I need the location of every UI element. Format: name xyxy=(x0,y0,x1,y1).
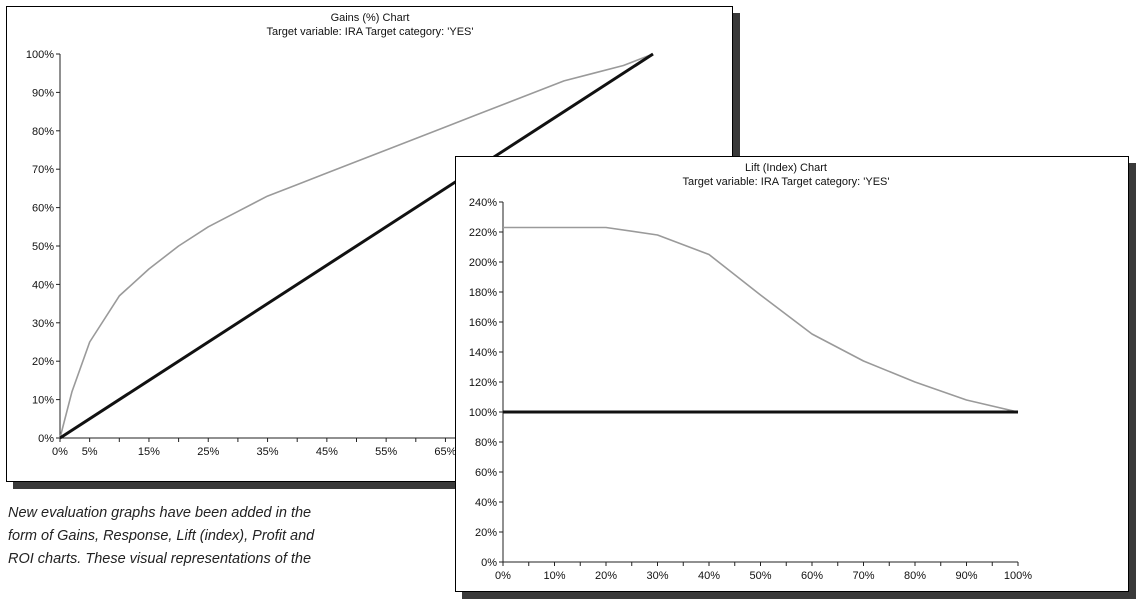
x-tick-label: 35% xyxy=(257,446,279,458)
y-tick-label: 80% xyxy=(32,126,54,138)
x-tick-label: 80% xyxy=(904,570,926,582)
x-tick-label: 55% xyxy=(375,446,397,458)
y-tick-label: 30% xyxy=(32,318,54,330)
x-tick-label: 70% xyxy=(852,570,874,582)
x-tick-label: 30% xyxy=(646,570,668,582)
chart-title: Gains (%) Chart xyxy=(331,12,410,24)
y-tick-label: 120% xyxy=(469,377,497,389)
y-tick-label: 20% xyxy=(475,527,497,539)
y-tick-label: 100% xyxy=(26,49,54,61)
x-tick-label: 0% xyxy=(495,570,511,582)
x-tick-label: 5% xyxy=(82,446,98,458)
x-tick-label: 25% xyxy=(197,446,219,458)
lift-chart: Lift (Index) Chart Target variable: IRA T… xyxy=(469,162,1032,582)
y-tick-label: 180% xyxy=(469,287,497,299)
y-tick-label: 100% xyxy=(469,407,497,419)
x-tick-label: 90% xyxy=(955,570,977,582)
y-tick-label: 0% xyxy=(481,557,497,569)
y-tick-label: 0% xyxy=(38,433,54,445)
y-tick-label: 60% xyxy=(32,203,54,215)
y-tick-label: 10% xyxy=(32,395,54,407)
y-tick-label: 240% xyxy=(469,197,497,209)
y-tick-label: 160% xyxy=(469,317,497,329)
x-tick-label: 45% xyxy=(316,446,338,458)
y-tick-label: 200% xyxy=(469,257,497,269)
baseline-series-line xyxy=(59,52,654,440)
x-tick-label: 10% xyxy=(543,570,565,582)
x-tick-label: 20% xyxy=(595,570,617,582)
caption-line: ROI charts. These visual representations… xyxy=(8,551,312,567)
model-series-line xyxy=(503,226,1019,413)
y-tick-label: 50% xyxy=(32,241,54,253)
caption-line: New evaluation graphs have been added in… xyxy=(8,505,312,521)
model-series-line xyxy=(59,53,654,439)
y-tick-label: 90% xyxy=(32,87,54,99)
chart-subtitle: Target variable: IRA Target category: 'Y… xyxy=(683,176,890,188)
x-tick-label: 40% xyxy=(698,570,720,582)
x-tick-label: 60% xyxy=(801,570,823,582)
chart-subtitle: Target variable: IRA Target category: 'Y… xyxy=(267,26,474,38)
x-tick-label: 0% xyxy=(52,446,68,458)
caption-line: form of Gains, Response, Lift (index), P… xyxy=(8,528,315,544)
x-tick-label: 50% xyxy=(749,570,771,582)
y-tick-label: 140% xyxy=(469,347,497,359)
y-tick-label: 220% xyxy=(469,227,497,239)
x-tick-label: 65% xyxy=(434,446,456,458)
y-tick-label: 20% xyxy=(32,356,54,368)
y-tick-label: 60% xyxy=(475,467,497,479)
y-tick-label: 40% xyxy=(32,279,54,291)
y-tick-label: 80% xyxy=(475,437,497,449)
y-tick-label: 40% xyxy=(475,497,497,509)
lift-chart-panel: Lift (Index) Chart Target variable: IRA T… xyxy=(455,156,1129,592)
x-tick-label: 15% xyxy=(138,446,160,458)
gains-chart: Gains (%) Chart Target variable: IRA Targ… xyxy=(26,12,654,458)
chart-title: Lift (Index) Chart xyxy=(745,162,827,174)
caption-text: New evaluation graphs have been added in… xyxy=(8,502,448,571)
x-tick-label: 100% xyxy=(1004,570,1032,582)
y-tick-label: 70% xyxy=(32,164,54,176)
